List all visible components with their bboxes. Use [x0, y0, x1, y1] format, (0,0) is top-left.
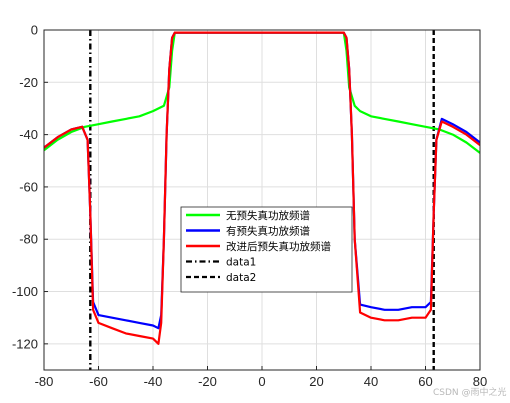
legend-label: 改进后预失真功放频谱 — [226, 240, 331, 253]
legend-label: data2 — [226, 272, 256, 284]
watermark: CSDN @雨中之光 — [433, 386, 507, 398]
legend-box — [180, 206, 353, 293]
y-tick-label: -60 — [19, 179, 38, 194]
x-tick-label: 20 — [309, 374, 323, 389]
x-tick-label: -80 — [35, 374, 54, 389]
x-tick-label: 80 — [473, 374, 487, 389]
y-tick-label: -120 — [12, 336, 38, 351]
legend-label: data1 — [226, 257, 256, 269]
y-tick-label: -40 — [19, 127, 38, 142]
y-tick-label: -80 — [19, 232, 38, 247]
y-tick-label: -100 — [12, 284, 38, 299]
y-tick-label: -20 — [19, 75, 38, 90]
x-tick-labels: -80 -60 -40 -20 0 20 40 60 80 — [35, 374, 488, 389]
x-tick-label: 60 — [418, 374, 432, 389]
x-tick-label: -40 — [144, 374, 163, 389]
legend-label: 有预失真功放频谱 — [226, 225, 310, 238]
x-tick-label: -60 — [89, 374, 108, 389]
x-tick-label: 0 — [258, 374, 265, 389]
series-line-改进后预失真功放频谱 — [44, 31, 480, 345]
legend-label: 无预失真功放频谱 — [226, 209, 310, 222]
y-tick-label: 0 — [31, 23, 38, 38]
x-tick-label: 40 — [364, 374, 378, 389]
y-tick-labels: 0 -20 -40 -60 -80 -100 -120 — [12, 23, 38, 352]
tick-marks — [43, 29, 481, 370]
series-layer — [44, 30, 480, 370]
x-tick-label: -20 — [198, 374, 217, 389]
